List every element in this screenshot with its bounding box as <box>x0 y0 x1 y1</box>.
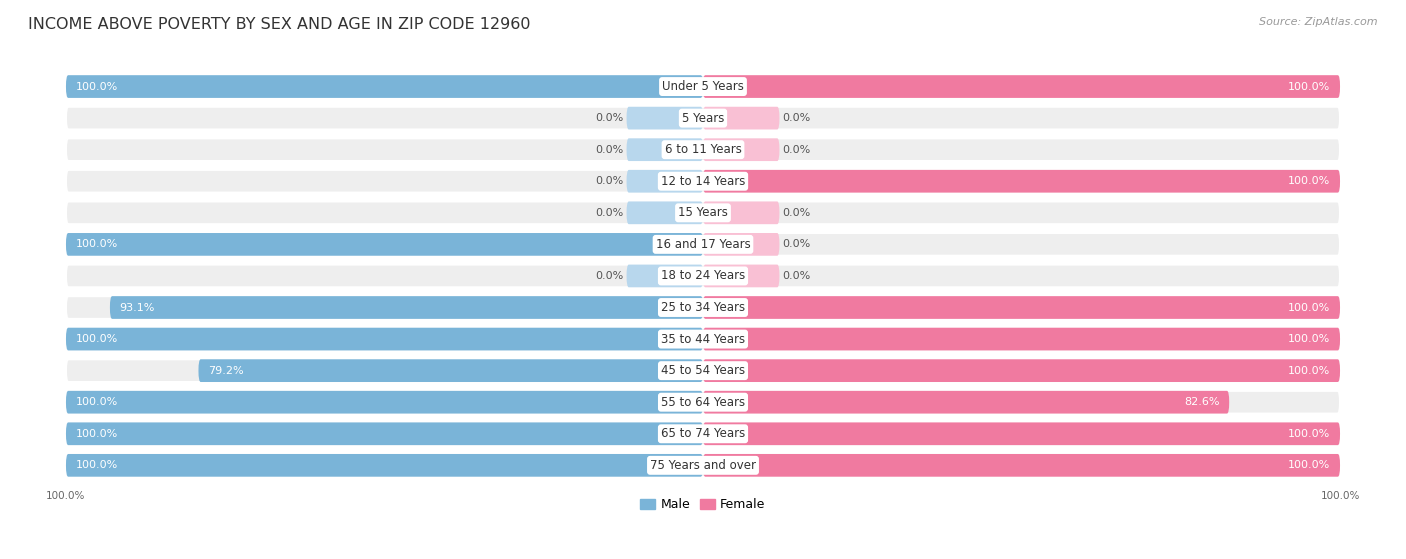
Text: 93.1%: 93.1% <box>120 302 155 312</box>
Text: 15 Years: 15 Years <box>678 206 728 219</box>
Text: 0.0%: 0.0% <box>783 145 811 155</box>
FancyBboxPatch shape <box>198 359 703 382</box>
Legend: Male, Female: Male, Female <box>636 493 770 516</box>
Text: 100.0%: 100.0% <box>76 429 118 439</box>
Text: 75 Years and over: 75 Years and over <box>650 459 756 472</box>
Text: 100.0%: 100.0% <box>1288 334 1330 344</box>
Text: Under 5 Years: Under 5 Years <box>662 80 744 93</box>
Text: 0.0%: 0.0% <box>595 271 623 281</box>
Text: 0.0%: 0.0% <box>783 239 811 249</box>
FancyBboxPatch shape <box>703 75 1340 98</box>
Text: 45 to 54 Years: 45 to 54 Years <box>661 364 745 377</box>
FancyBboxPatch shape <box>66 328 703 350</box>
Text: 79.2%: 79.2% <box>208 366 243 376</box>
FancyBboxPatch shape <box>66 107 1340 130</box>
FancyBboxPatch shape <box>66 359 1340 382</box>
FancyBboxPatch shape <box>66 391 703 414</box>
FancyBboxPatch shape <box>703 391 1229 414</box>
Text: 100.0%: 100.0% <box>76 461 118 470</box>
Text: 55 to 64 Years: 55 to 64 Years <box>661 396 745 409</box>
Text: Source: ZipAtlas.com: Source: ZipAtlas.com <box>1260 17 1378 27</box>
Text: 16 and 17 Years: 16 and 17 Years <box>655 238 751 251</box>
Text: 100.0%: 100.0% <box>76 334 118 344</box>
FancyBboxPatch shape <box>66 391 1340 414</box>
FancyBboxPatch shape <box>627 170 703 193</box>
Text: 100.0%: 100.0% <box>76 239 118 249</box>
FancyBboxPatch shape <box>66 138 1340 161</box>
Text: 0.0%: 0.0% <box>595 113 623 123</box>
FancyBboxPatch shape <box>66 75 703 98</box>
Text: 82.6%: 82.6% <box>1184 397 1219 407</box>
FancyBboxPatch shape <box>66 201 1340 224</box>
Text: 65 to 74 Years: 65 to 74 Years <box>661 427 745 440</box>
FancyBboxPatch shape <box>66 328 1340 350</box>
FancyBboxPatch shape <box>703 423 1340 445</box>
FancyBboxPatch shape <box>110 296 703 319</box>
FancyBboxPatch shape <box>703 138 779 161</box>
FancyBboxPatch shape <box>703 170 1340 193</box>
FancyBboxPatch shape <box>66 75 1340 98</box>
FancyBboxPatch shape <box>703 107 779 130</box>
Text: 5 Years: 5 Years <box>682 112 724 125</box>
Text: 0.0%: 0.0% <box>783 271 811 281</box>
FancyBboxPatch shape <box>627 201 703 224</box>
Text: 0.0%: 0.0% <box>595 145 623 155</box>
FancyBboxPatch shape <box>66 296 1340 319</box>
FancyBboxPatch shape <box>627 107 703 130</box>
Text: 0.0%: 0.0% <box>783 113 811 123</box>
FancyBboxPatch shape <box>703 201 779 224</box>
Text: 100.0%: 100.0% <box>76 82 118 92</box>
FancyBboxPatch shape <box>703 296 1340 319</box>
FancyBboxPatch shape <box>66 454 1340 477</box>
FancyBboxPatch shape <box>66 264 1340 287</box>
Text: 100.0%: 100.0% <box>1288 429 1330 439</box>
FancyBboxPatch shape <box>66 233 1340 256</box>
Text: 25 to 34 Years: 25 to 34 Years <box>661 301 745 314</box>
FancyBboxPatch shape <box>703 233 779 256</box>
FancyBboxPatch shape <box>66 170 1340 193</box>
FancyBboxPatch shape <box>66 233 703 256</box>
Text: 6 to 11 Years: 6 to 11 Years <box>665 143 741 156</box>
FancyBboxPatch shape <box>627 138 703 161</box>
Text: 100.0%: 100.0% <box>1288 82 1330 92</box>
Text: 12 to 14 Years: 12 to 14 Years <box>661 175 745 188</box>
Text: 100.0%: 100.0% <box>1288 176 1330 186</box>
Text: 100.0%: 100.0% <box>1288 461 1330 470</box>
FancyBboxPatch shape <box>627 264 703 287</box>
FancyBboxPatch shape <box>703 359 1340 382</box>
FancyBboxPatch shape <box>703 264 779 287</box>
Text: 100.0%: 100.0% <box>1288 302 1330 312</box>
Text: 100.0%: 100.0% <box>1288 366 1330 376</box>
Text: 0.0%: 0.0% <box>595 176 623 186</box>
Text: 100.0%: 100.0% <box>46 491 86 501</box>
Text: INCOME ABOVE POVERTY BY SEX AND AGE IN ZIP CODE 12960: INCOME ABOVE POVERTY BY SEX AND AGE IN Z… <box>28 17 530 32</box>
FancyBboxPatch shape <box>66 423 1340 445</box>
Text: 0.0%: 0.0% <box>783 208 811 218</box>
FancyBboxPatch shape <box>66 454 703 477</box>
FancyBboxPatch shape <box>703 328 1340 350</box>
Text: 0.0%: 0.0% <box>595 208 623 218</box>
Text: 18 to 24 Years: 18 to 24 Years <box>661 269 745 282</box>
Text: 100.0%: 100.0% <box>76 397 118 407</box>
Text: 100.0%: 100.0% <box>1320 491 1360 501</box>
FancyBboxPatch shape <box>66 423 703 445</box>
FancyBboxPatch shape <box>703 454 1340 477</box>
Text: 35 to 44 Years: 35 to 44 Years <box>661 333 745 345</box>
